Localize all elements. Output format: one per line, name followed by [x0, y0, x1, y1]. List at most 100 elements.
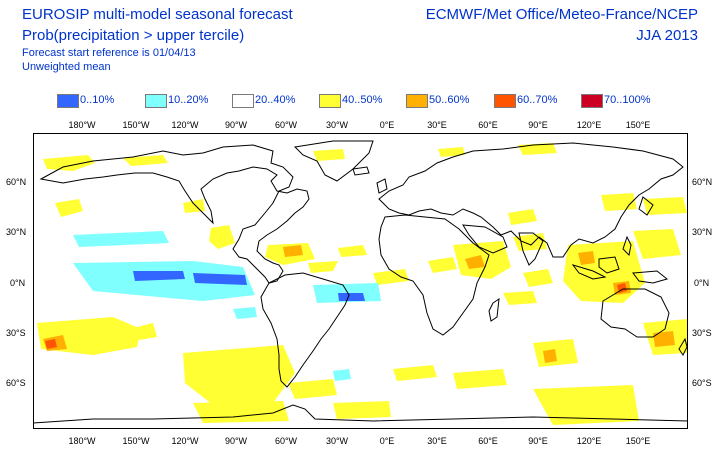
shade-maritime [563, 241, 645, 303]
shade-cyan-s-atlantic [333, 369, 351, 381]
legend-swatch [232, 94, 254, 108]
legend-swatch [319, 94, 341, 108]
lon-label-top: 150°E [625, 120, 651, 130]
season-title: JJA 2013 [636, 27, 698, 44]
coast-sumatra-java [571, 264, 607, 280]
shade-blue-eq-pacific-1 [133, 271, 185, 281]
shade-s-indian-2 [453, 369, 507, 389]
lon-label-top: 180°W [68, 120, 96, 130]
coast-japan [638, 196, 654, 216]
shade-red-maritime [617, 283, 627, 293]
lon-label-top: 90°W [224, 120, 248, 130]
world-map [33, 133, 688, 429]
shade-orange-sw-pacific [653, 331, 675, 347]
shade-n-pacific-4 [183, 199, 205, 213]
lon-label-bottom: 60°W [274, 436, 298, 446]
legend-swatch [57, 94, 79, 108]
lon-label-top: 60°W [274, 120, 298, 130]
legend-swatch [145, 94, 167, 108]
coast-new-guinea [632, 270, 669, 284]
lon-label-top: 30°W [325, 120, 349, 130]
lat-label-right: 30°N [692, 227, 713, 237]
shade-mexico [209, 225, 235, 249]
lon-label-bottom: 90°W [224, 436, 248, 446]
lon-label-bottom: 60°E [478, 436, 498, 446]
shade-n-pacific-3 [55, 199, 83, 217]
coast-borneo [598, 256, 620, 274]
shade-orange-s-indian [543, 349, 557, 363]
shade-blue-eq-pacific-2 [193, 273, 247, 285]
shade-c-asia [508, 209, 537, 225]
shade-red-s-pacific [45, 339, 57, 349]
lon-label-bottom: 0°E [379, 436, 395, 446]
lat-label-right: 60°N [692, 177, 713, 187]
lat-label-left: 0°N [10, 278, 26, 288]
lon-label-top: 120°W [171, 120, 199, 130]
lon-label-top: 150°W [122, 120, 150, 130]
weighting-note: Unweighted mean [22, 61, 111, 73]
lon-label-bottom: 30°W [325, 436, 349, 446]
lon-label-bottom: 180°W [68, 436, 96, 446]
lat-label-right: 30°S [692, 328, 712, 338]
legend-label: 60..70% [517, 94, 558, 106]
shading-50-70 [43, 245, 675, 363]
coast-new-zealand [678, 337, 688, 356]
lon-label-top: 120°E [576, 120, 602, 130]
lon-label-bottom: 90°E [528, 436, 548, 446]
lon-label-bottom: 120°W [171, 436, 199, 446]
coast-greenland [293, 140, 374, 182]
legend-label: 10..20% [168, 94, 209, 106]
lat-label-left: 30°N [6, 227, 27, 237]
coast-africa [378, 214, 490, 336]
lon-label-bottom: 30°E [427, 436, 447, 446]
centres-title: ECMWF/Met Office/Meteo-France/NCEP [425, 6, 698, 23]
coast-madagascar [488, 297, 500, 322]
coast-australia [600, 288, 670, 338]
shade-antarctic-2 [333, 401, 391, 419]
shade-antarctic-3 [533, 385, 639, 425]
shade-s-atlantic-2 [393, 365, 437, 381]
coast-britain [376, 178, 388, 194]
map-frame [33, 133, 688, 429]
legend-label: 0..10% [80, 94, 115, 106]
legend-swatch [581, 94, 603, 108]
lon-label-bottom: 120°E [576, 436, 602, 446]
legend-label: 50..60% [429, 94, 470, 106]
coast-philippines [622, 235, 632, 257]
shade-s-atlantic-1 [288, 379, 337, 399]
lon-label-top: 30°E [427, 120, 447, 130]
lat-label-right: 0°N [694, 278, 710, 288]
lon-label-top: 60°E [478, 120, 498, 130]
shade-cyan-eq-pacific [73, 261, 255, 301]
probability-legend: 0..10% 10..20% 20..40% 40..50% 50..60% 6… [0, 93, 723, 109]
lat-label-left: 60°N [6, 177, 27, 187]
shade-indian-ocean-1 [523, 269, 553, 287]
shade-n-pacific-1 [43, 155, 95, 171]
title-line-2: Prob(precipitation > upper tercile) [22, 27, 245, 44]
coast-eurasia [378, 142, 684, 258]
lon-label-bottom: 150°E [625, 436, 651, 446]
shade-blue-eq-atlantic [338, 293, 365, 301]
lat-label-left: 30°S [6, 328, 26, 338]
shade-cyan-n-pacific [73, 231, 169, 247]
shade-cyan-se-pacific [233, 307, 257, 319]
shade-orange-caribbean [283, 245, 303, 257]
shade-se-pacific [183, 345, 295, 405]
coast-india [518, 232, 544, 266]
shade-w-pacific [633, 229, 681, 259]
forecast-start-reference: Forecast start reference is 01/04/13 [22, 47, 196, 59]
legend-label: 70..100% [604, 94, 651, 106]
shading-0-10 [133, 271, 365, 301]
shade-orange-sahel [465, 255, 485, 269]
coastlines [33, 140, 688, 424]
shade-arctic-europe [438, 147, 465, 157]
coast-iceland [352, 166, 370, 176]
lon-label-bottom: 150°W [122, 436, 150, 446]
shade-w-africa [428, 257, 457, 273]
shade-n-pacific-2 [123, 155, 168, 166]
shade-nw-pacific [643, 197, 687, 215]
title-line-1: EUROSIP multi-model seasonal forecast [22, 6, 293, 23]
shade-w-atlantic [308, 261, 338, 273]
coast-north-america [39, 144, 310, 284]
legend-label: 40..50% [342, 94, 383, 106]
